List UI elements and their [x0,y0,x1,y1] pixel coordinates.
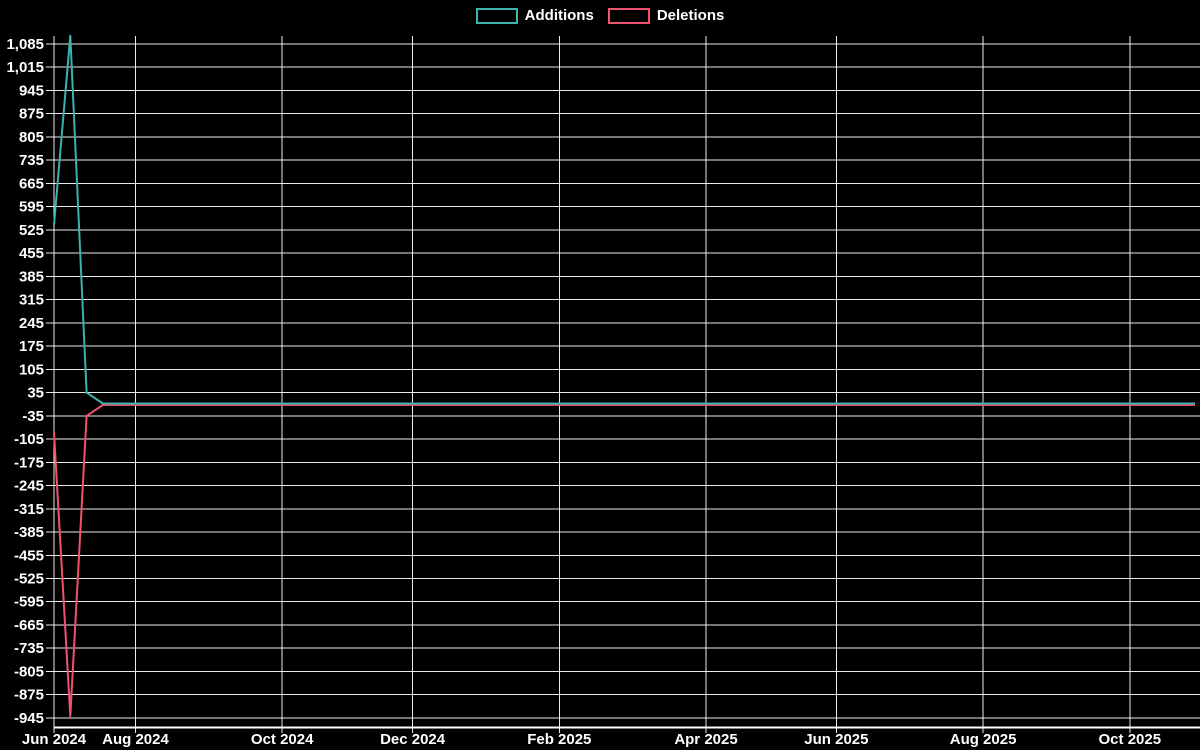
series-line-additions [53,34,1195,405]
y-tick-label: 1,015 [6,59,44,76]
x-tick-label: Feb 2025 [527,731,591,748]
y-tick-label: 455 [19,245,44,262]
y-tick-label: 315 [19,292,44,309]
y-tick-label: 805 [19,129,44,146]
y-tick-label: -805 [14,663,44,680]
additions-swatch [475,8,518,24]
y-tick-label: 875 [19,106,44,123]
y-tick-label: -385 [14,524,44,541]
y-tick-label: 245 [19,315,44,332]
y-tick-label: -315 [14,501,44,518]
chart-legend: Additions Deletions [0,7,1200,25]
y-tick-label: 735 [19,152,44,169]
y-tick-label: 595 [19,199,44,216]
x-tick-label: Aug 2025 [950,731,1017,748]
y-tick-label: -665 [14,617,44,634]
y-tick-label: 35 [27,385,44,402]
y-tick-label: -245 [14,478,44,495]
legend-label-additions: Additions [524,7,594,24]
x-tick-label: Oct 2025 [1099,731,1162,748]
y-tick-label: -35 [22,408,44,425]
x-tick-label: Aug 2024 [102,731,169,748]
x-tick-label: Apr 2025 [674,731,737,748]
x-tick-label: Oct 2024 [251,731,314,748]
legend-item-additions[interactable]: Additions [475,7,594,25]
y-tick-label: 175 [19,338,44,355]
y-tick-label: -945 [14,710,44,727]
legend-item-deletions[interactable]: Deletions [607,7,725,25]
series-line-deletions [53,403,1195,718]
y-tick-label: 525 [19,222,44,239]
y-tick-label: -105 [14,431,44,448]
x-tick-label: Jun 2024 [22,731,87,748]
y-tick-label: -595 [14,594,44,611]
y-tick-label: 665 [19,175,44,192]
y-tick-label: -455 [14,547,44,564]
x-tick-label: Dec 2024 [380,731,446,748]
x-tick-label: Jun 2025 [804,731,868,748]
y-tick-label: -175 [14,454,44,471]
y-tick-label: -525 [14,571,44,588]
y-tick-label: 1,085 [6,36,44,53]
y-tick-label: 385 [19,268,44,285]
y-tick-label: -875 [14,687,44,704]
y-tick-label: -735 [14,640,44,657]
deletions-swatch [607,8,650,24]
legend-label-deletions: Deletions [656,7,725,24]
y-tick-label: 945 [19,82,44,99]
y-tick-label: 105 [19,361,44,378]
